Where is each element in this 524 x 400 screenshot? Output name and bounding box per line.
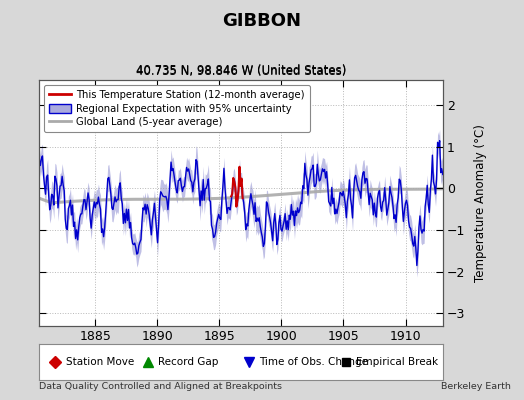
Text: GIBBON: GIBBON [223,12,301,30]
Legend: This Temperature Station (12-month average), Regional Expectation with 95% uncer: This Temperature Station (12-month avera… [45,85,310,132]
Y-axis label: Temperature Anomaly (°C): Temperature Anomaly (°C) [474,124,487,282]
Text: Berkeley Earth: Berkeley Earth [441,382,511,391]
Title: 40.735 N, 98.846 W (United States): 40.735 N, 98.846 W (United States) [136,64,346,78]
Text: Record Gap: Record Gap [158,357,219,367]
Text: Station Move: Station Move [66,357,134,367]
Text: Data Quality Controlled and Aligned at Breakpoints: Data Quality Controlled and Aligned at B… [39,382,282,391]
Text: Time of Obs. Change: Time of Obs. Change [259,357,368,367]
Text: 40.735 N, 98.846 W (United States): 40.735 N, 98.846 W (United States) [136,65,346,78]
Text: Empirical Break: Empirical Break [356,357,438,367]
